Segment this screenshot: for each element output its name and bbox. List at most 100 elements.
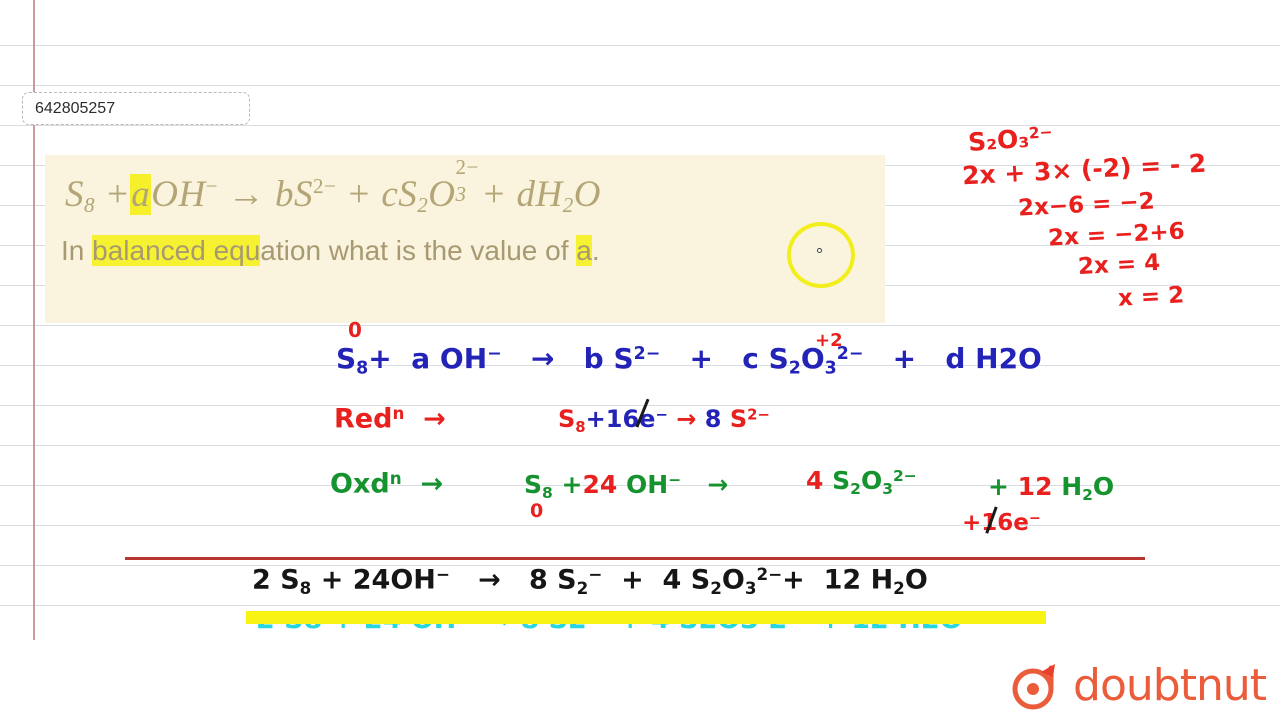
oxd-arrow-2: → <box>707 470 729 499</box>
fin-c2: 24 <box>352 564 391 596</box>
hw-coeff-c: c <box>742 342 759 375</box>
prompt-highlight-1: balanced equ <box>92 235 261 266</box>
fin-o: O <box>721 564 745 596</box>
hw-thio-o: O <box>800 342 825 375</box>
fin-c5: 12 <box>823 564 862 596</box>
cursor-pointer-icon <box>817 248 822 253</box>
fin-c4: 4 <box>662 564 682 596</box>
oxidation-electrons-text: +16e <box>962 510 1029 536</box>
eq-coefficient-d: d <box>516 174 536 215</box>
hw-thio-s: S <box>768 342 789 375</box>
oxd-product-s-sub: 2 <box>850 479 861 498</box>
eq-plus-2: + <box>346 174 372 215</box>
hw-thio-charge: 2− <box>836 343 864 364</box>
eq-oh: OH <box>151 174 206 215</box>
question-id-badge: 642805257 <box>22 92 250 125</box>
oxd-product-charge: 2− <box>893 466 917 485</box>
eq-water-h: H <box>535 174 563 215</box>
paper-rule-line <box>0 85 1280 86</box>
oxidation-label-sup: n <box>389 468 402 488</box>
fin-plus-2: + <box>621 564 644 596</box>
hw-s8-sub: 8 <box>356 358 369 379</box>
hw-coeff-a: a <box>411 342 431 375</box>
circle-annotation-icon <box>787 222 855 288</box>
eq-thiosulfate-s-sub: 2 <box>417 193 429 217</box>
oxidation-half-left: S8 +24 OH− → <box>524 470 728 502</box>
hw-coeff-d: d <box>945 342 966 375</box>
eq-sulfide: S <box>294 174 314 215</box>
paper-margin-line <box>33 0 35 640</box>
reduction-half-reaction: S8+16e− → 8 S2− <box>558 405 770 436</box>
fin-plus-3: + <box>782 564 805 596</box>
oxd-hydroxide: OH <box>626 470 669 499</box>
red-reactant: S <box>558 405 576 433</box>
red-product: S <box>729 405 748 433</box>
clipped-row-text: 2 S8 + 24 OH− → 8 S2− + 4 S2O3 2− + 12 H… <box>256 624 963 635</box>
hw-thio-s-sub: 2 <box>788 358 801 379</box>
doubtnut-wordmark: doubtnut <box>1073 659 1267 711</box>
oxd-hydroxide-coeff: 24 <box>582 470 618 499</box>
hw-coeff-b: b <box>583 342 604 375</box>
oxd-reactant: S <box>524 470 543 499</box>
oxidation-state-thiosulfate: +2 <box>815 330 843 351</box>
hw-sulfide: S <box>613 342 634 375</box>
fin-s2-sub: 2 <box>710 578 722 599</box>
red-coeff: 8 <box>704 405 722 433</box>
hw-thio-o-sub: 3 <box>824 358 837 379</box>
fin-oh-charge: − <box>435 564 450 584</box>
oxidation-half-product: 4 S2O32− <box>806 466 917 498</box>
paper-rule-line <box>0 405 1280 406</box>
paper-rule-line <box>0 485 1280 486</box>
fin-arrow: → <box>478 564 501 596</box>
oxd-hydroxide-charge: − <box>668 470 682 489</box>
oxidation-label-arrow: → <box>420 468 444 500</box>
red-product-charge: 2− <box>747 405 770 424</box>
fin-s8: S <box>280 564 300 596</box>
paper-rule-line <box>0 45 1280 46</box>
fin-s8-sub: 8 <box>299 578 312 599</box>
paper-rule-line <box>0 525 1280 526</box>
paper-rule-line <box>0 565 1280 566</box>
red-electrons: 16e <box>605 405 656 433</box>
oxd-water-o: O <box>1092 472 1115 501</box>
paper-rule-line <box>0 445 1280 446</box>
red-electrons-charge: − <box>655 405 668 424</box>
eq-arrow: → <box>227 174 266 215</box>
eq-coefficient-b: b <box>275 174 295 215</box>
hw-water: H2O <box>975 342 1042 375</box>
hw-plus-2: + <box>689 342 713 375</box>
reduction-label-arrow: → <box>423 403 446 435</box>
oxidation-electrons-charge: − <box>1028 510 1041 527</box>
hw-oh: OH <box>439 342 488 375</box>
eq-thiosulfate-charge-group: 2− 3 <box>456 155 479 206</box>
doubtnut-logo: doubtnut <box>1011 658 1267 712</box>
eq-s8-sub: 8 <box>84 193 95 217</box>
paper-rule-line <box>0 325 1280 326</box>
doubtnut-mark-icon <box>1012 664 1056 710</box>
eq-s8: S <box>65 174 84 215</box>
eq-coefficient-a: a <box>130 174 152 215</box>
work-line-5: 2x = 4 <box>1077 249 1161 281</box>
hw-s8: S <box>336 342 357 375</box>
paper-rule-line <box>0 605 1280 606</box>
eq-thiosulfate-s: S <box>398 174 418 215</box>
eq-coefficient-c: c <box>381 174 399 215</box>
eq-water-o: O <box>573 174 601 215</box>
prompt-mid: ation what is the value of <box>260 235 577 266</box>
fin-o-charge: 2− <box>756 564 783 584</box>
reduction-label-sup: n <box>392 403 405 423</box>
work-formula-body: S₂O₃ <box>967 123 1031 157</box>
fin-h2o: H <box>870 564 894 596</box>
clipped-bottom-row: 2 S8 + 24 OH− → 8 S2− + 4 S2O3 2− + 12 H… <box>246 624 1046 638</box>
fin-h2o-sub: 2 <box>893 578 905 599</box>
oxidation-water-term: + 12 H2O <box>988 472 1114 504</box>
work-formula-charge: 2− <box>1028 123 1054 143</box>
fin-plus-1: + <box>320 564 344 596</box>
reduction-label-text: Red <box>334 403 393 435</box>
hw-plus-1: + <box>368 342 392 375</box>
oxd-reactant-sub: 8 <box>542 483 553 502</box>
oxd-product-o: O <box>860 466 883 495</box>
fin-o-sub: 3 <box>744 578 757 599</box>
hw-oh-charge: − <box>487 343 502 364</box>
oxidation-state-s8: 0 <box>348 318 362 342</box>
